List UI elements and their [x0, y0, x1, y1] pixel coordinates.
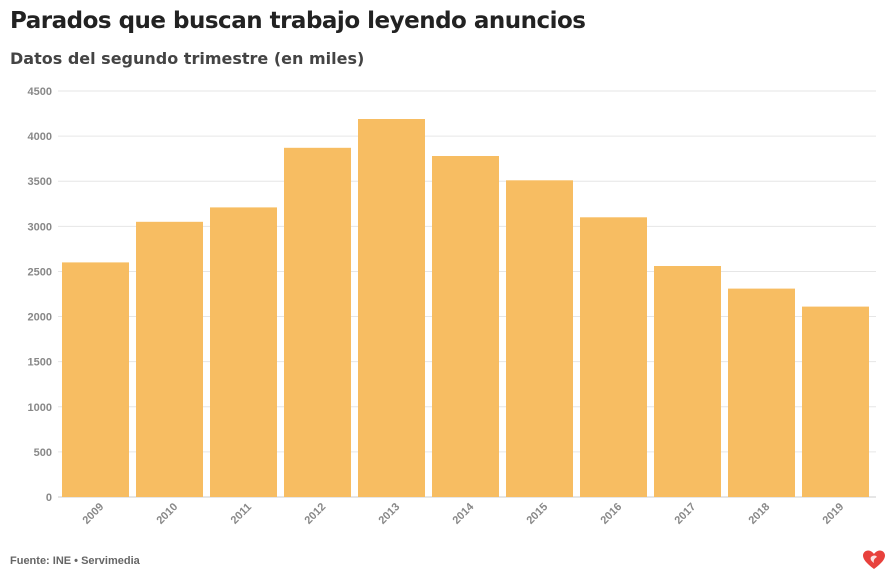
bar-2014: [432, 156, 499, 497]
y-tick-label: 2500: [28, 266, 52, 278]
x-tick-label: 2013: [376, 501, 402, 527]
x-tick-label: 2015: [524, 501, 550, 527]
bar-2009: [62, 262, 129, 497]
chart-subtitle: Datos del segundo trimestre (en miles): [10, 49, 365, 68]
x-tick-label: 2009: [80, 501, 106, 527]
x-tick-label: 2011: [229, 501, 254, 526]
bar-2013: [358, 119, 425, 497]
x-tick-label: 2019: [820, 501, 846, 527]
bar-2018: [728, 288, 795, 497]
bar-2011: [210, 207, 277, 497]
x-tick-label: 2017: [672, 501, 698, 527]
x-tick-label: 2012: [302, 501, 328, 527]
y-tick-label: 3000: [28, 221, 52, 233]
bar-2015: [506, 180, 573, 498]
y-tick-label: 4500: [28, 86, 52, 98]
y-tick-label: 1000: [28, 402, 52, 414]
y-tick-label: 0: [46, 492, 52, 504]
x-tick-label: 2018: [746, 501, 772, 527]
bar-2016: [580, 217, 647, 498]
chart-title: Parados que buscan trabajo leyendo anunc…: [10, 8, 586, 34]
bar-2017: [654, 266, 721, 497]
y-axis-ticks: 0 500 1000 1500 2000 2500 3000 3500 4000 4500: [28, 86, 52, 504]
bar-2012: [284, 147, 351, 498]
x-tick-label: 2016: [598, 501, 624, 527]
x-tick-label: 2010: [154, 501, 180, 527]
x-axis-ticks: 2009 2010 2011 2012 2013 2014 2015 2016 2017 2018…: [80, 500, 846, 526]
servimedia-heart-logo-icon: [863, 550, 885, 569]
bars: [62, 119, 869, 498]
y-tick-label: 500: [34, 447, 52, 459]
y-tick-label: 1500: [28, 357, 52, 369]
bar-2019: [802, 306, 869, 497]
source-note: Fuente: INE • Servimedia: [10, 555, 140, 567]
y-tick-label: 4000: [28, 131, 52, 143]
bar-2010: [136, 221, 203, 498]
y-tick-label: 2000: [28, 312, 52, 324]
y-tick-label: 3500: [28, 176, 52, 188]
x-tick-label: 2014: [450, 500, 476, 526]
